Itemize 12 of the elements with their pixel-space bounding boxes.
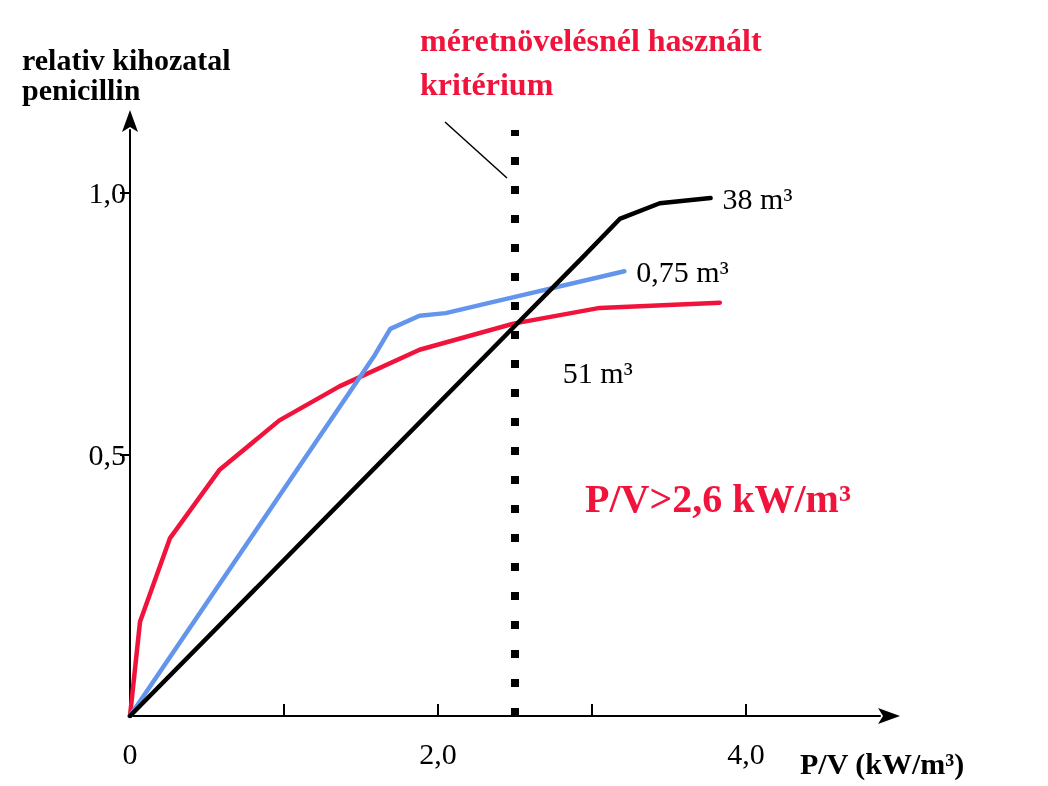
y-tick-label: 0,5 (88, 437, 126, 471)
annotation: P/V>2,6 kW/m³ (585, 475, 851, 521)
y-axis-title: relativ kihozatal penicillin (22, 42, 231, 106)
series-label: 51 m³ (562, 356, 633, 390)
ref-line-label: méretnövelésnél használt kritérium (420, 22, 762, 102)
series-label: 38 m³ (722, 181, 793, 215)
x-tick-label: 0 (122, 736, 138, 770)
x-tick-label: 4,0 (727, 736, 765, 770)
series-label: 0,75 m³ (636, 254, 729, 288)
y-tick-label: 1,0 (88, 176, 126, 210)
x-axis-title: P/V (kW/m³) (800, 746, 965, 781)
x-tick-label: 2,0 (419, 736, 457, 770)
